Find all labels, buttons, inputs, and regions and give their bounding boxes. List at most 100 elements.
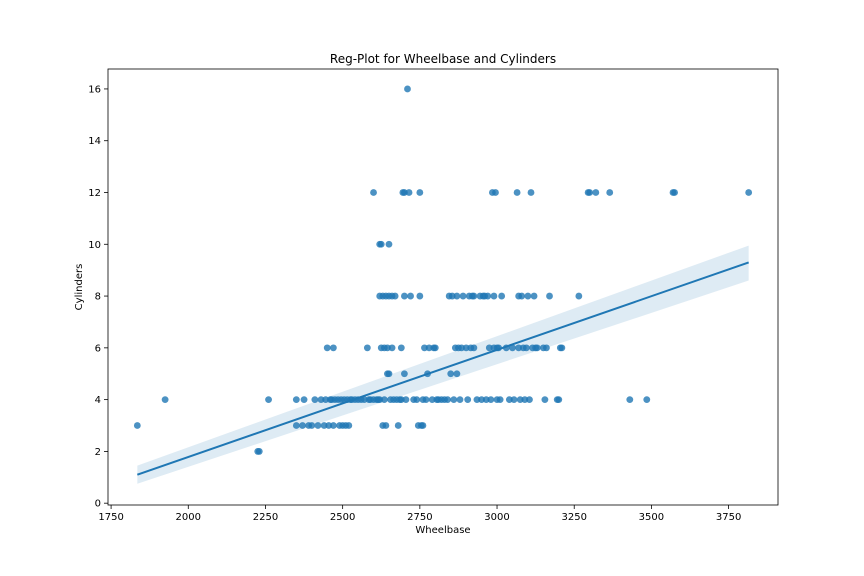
data-point (444, 396, 452, 404)
data-point (265, 396, 272, 404)
data-point (431, 344, 439, 352)
data-point (524, 292, 532, 300)
data-point (526, 396, 533, 404)
data-point (459, 292, 467, 300)
plot-area (133, 85, 753, 484)
data-point (492, 189, 499, 196)
y-tick-label: 12 (88, 188, 101, 199)
data-point (671, 189, 678, 196)
data-point (470, 344, 478, 352)
data-point (496, 396, 504, 404)
data-point (402, 396, 410, 404)
data-point (530, 292, 538, 300)
data-point (314, 422, 322, 429)
data-point (385, 240, 393, 248)
data-point (546, 292, 553, 300)
x-tick-label: 2750 (407, 512, 432, 523)
data-point (311, 396, 319, 404)
data-point (522, 344, 530, 352)
data-point (422, 396, 430, 404)
data-point (626, 396, 634, 404)
data-point (464, 396, 472, 404)
data-point (586, 189, 594, 196)
data-point (413, 396, 421, 404)
data-point (509, 344, 516, 352)
data-points-layer (133, 85, 753, 455)
data-point (401, 292, 408, 300)
data-point (133, 422, 141, 429)
y-tick-label: 6 (95, 343, 101, 354)
x-axis-label: Wheelbase (415, 525, 470, 536)
data-point (329, 422, 337, 429)
data-point (456, 396, 464, 404)
x-tick-label: 3250 (561, 512, 586, 523)
data-point (513, 189, 521, 196)
data-point (453, 292, 461, 300)
confidence-band (137, 245, 749, 484)
data-point (377, 240, 385, 248)
data-point (345, 422, 353, 429)
data-point (329, 344, 337, 352)
data-point (533, 344, 541, 352)
chart-title: Reg-Plot for Wheelbase and Cylinders (330, 52, 556, 66)
data-point (450, 396, 458, 404)
x-axis-ticks: 1750 2000 2250 2500 2750 3000 3250 3500 3750 (98, 505, 741, 523)
y-tick-label: 2 (95, 447, 101, 458)
x-tick-label: 2500 (330, 512, 355, 523)
data-point (498, 292, 506, 300)
data-point (541, 396, 549, 404)
data-point (416, 292, 424, 300)
y-tick-label: 16 (88, 84, 101, 95)
data-point (416, 189, 424, 196)
data-point (606, 189, 614, 196)
x-tick-label: 3500 (639, 512, 664, 523)
data-point (453, 370, 461, 378)
data-point (363, 344, 371, 352)
data-point (292, 422, 300, 429)
data-point (527, 189, 535, 196)
data-point (385, 370, 393, 378)
y-axis-ticks: 0 2 4 6 8 10 12 14 16 (88, 84, 108, 510)
regression-line-layer (137, 261, 749, 476)
data-point (407, 292, 414, 300)
data-point (543, 344, 550, 352)
data-point (558, 344, 566, 352)
y-tick-label: 8 (95, 292, 101, 303)
x-tick-label: 3000 (484, 512, 509, 523)
data-point (745, 189, 753, 196)
data-point (255, 448, 263, 455)
data-point (308, 422, 316, 429)
data-point (380, 396, 388, 404)
regression-line (137, 261, 749, 476)
data-point (447, 370, 455, 378)
y-tick-label: 0 (95, 499, 101, 510)
data-point (575, 292, 583, 300)
data-point (299, 422, 306, 429)
data-point (401, 370, 408, 378)
y-tick-label: 14 (88, 136, 101, 147)
x-tick-label: 2250 (253, 512, 278, 523)
data-point (490, 292, 498, 300)
data-point (161, 396, 169, 404)
data-point (300, 396, 308, 404)
x-tick-label: 1750 (98, 512, 123, 523)
data-point (382, 422, 390, 429)
data-point (555, 396, 563, 404)
y-tick-label: 10 (88, 240, 101, 251)
data-point (370, 189, 377, 196)
axes-frame (107, 68, 779, 506)
confidence-band-layer (137, 245, 749, 484)
data-point (394, 422, 402, 429)
data-point (470, 292, 478, 300)
data-point (484, 292, 492, 300)
data-point (487, 396, 495, 404)
data-point (391, 292, 399, 300)
data-point (405, 189, 413, 196)
x-tick-label: 3750 (716, 512, 741, 523)
data-point (510, 396, 518, 404)
y-tick-label: 4 (95, 395, 101, 406)
data-point (388, 344, 396, 352)
data-point (518, 292, 526, 300)
